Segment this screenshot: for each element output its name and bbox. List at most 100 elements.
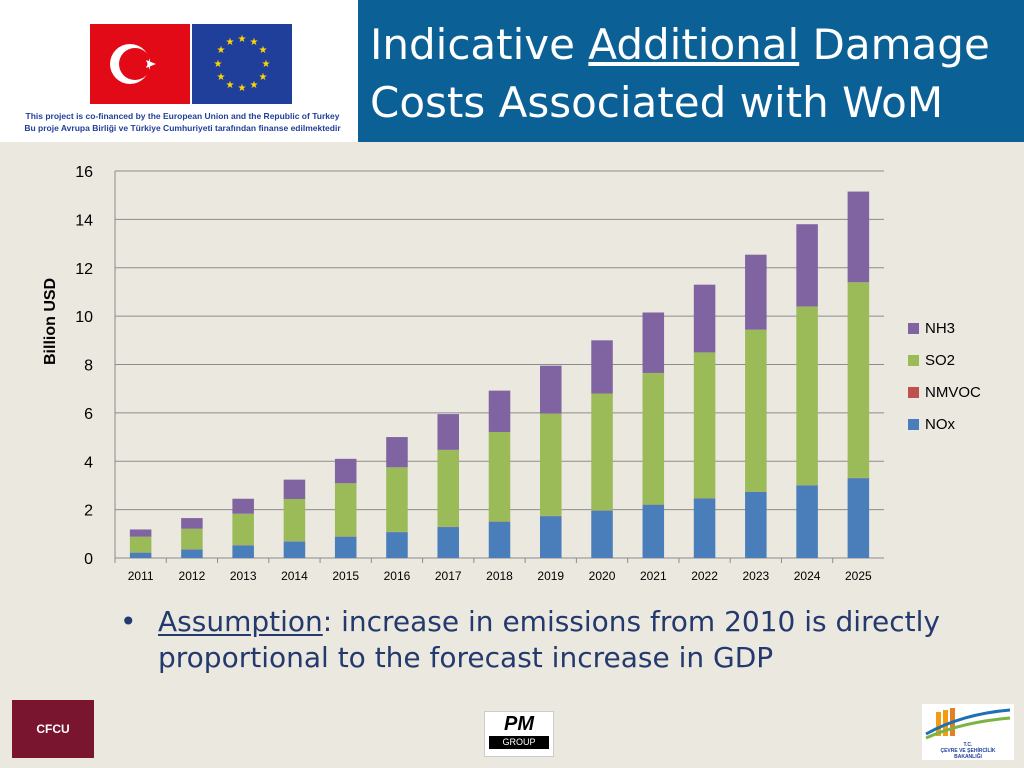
bar-so2-2020 [591,393,613,511]
bar-so2-2016 [386,467,408,532]
pm-logo-sub: GROUP [489,736,549,749]
slide-title: Indicative Additional Damage Costs Assoc… [370,16,1010,132]
svg-text:★: ★ [250,80,259,91]
bar-nh3-2019 [540,365,562,414]
y-tick-label: 6 [84,406,93,423]
x-tick-label: 2022 [691,569,718,583]
title-banner [358,0,1024,142]
cofinance-line-en: This project is co-financed by the Europ… [25,111,340,121]
cofinance-note: This project is co-financed by the Europ… [10,110,355,134]
bar-nox-2024 [796,485,818,558]
bar-nh3-2022 [693,284,716,353]
bar-so2-2012 [181,528,203,550]
x-tick-label: 2018 [486,569,513,583]
bar-nox-2025 [847,478,870,558]
svg-text:★: ★ [262,59,271,70]
bar-nox-2015 [334,536,357,558]
bar-nh3-2014 [283,479,306,499]
bar-nox-2017 [437,527,459,558]
bar-nh3-2011 [129,529,152,537]
x-tick-label: 2013 [230,569,257,583]
legend-label: NOx [925,415,955,433]
bar-nox-2011 [129,552,152,558]
pm-logo-main: PM [504,713,534,735]
x-tick-label: 2021 [640,569,667,583]
x-tick-label: 2023 [742,569,769,583]
bar-so2-2023 [745,329,767,492]
ministry-line-2: ÇEVRE VE ŞEHİRCİLİK [940,748,996,754]
bar-nox-2018 [488,521,511,558]
ministry-line-1: T.C. [963,742,973,748]
legend-swatch [908,354,919,366]
bar-nh3-2013 [232,498,254,514]
x-tick-label: 2014 [281,569,308,583]
bar-so2-2015 [334,483,357,537]
turkey-flag-icon [90,24,190,104]
bar-so2-2022 [693,352,716,499]
bar-nox-2020 [591,510,613,558]
bar-so2-2024 [796,306,818,486]
legend-label: NMVOC [925,383,981,401]
bar-nox-2013 [232,545,254,558]
x-tick-label: 2019 [537,569,564,583]
bar-so2-2021 [642,372,665,505]
pm-group-logo: PM GROUP [484,711,554,757]
bar-so2-2017 [437,449,459,527]
y-tick-label: 10 [75,309,93,326]
bar-nox-2016 [386,532,408,558]
ministry-emblem-icon [925,708,1011,740]
svg-text:★: ★ [226,37,235,48]
chart-legend: NH3 SO2 NMVOC NOx [908,312,981,440]
x-tick-label: 2020 [589,569,616,583]
bullet-text: Assumption: increase in emissions from 2… [158,604,990,676]
bar-nh3-2020 [591,340,613,394]
x-tick-label: 2024 [794,569,821,583]
header-logo-panel: ★ ★ ★ ★ ★ ★ ★ ★ ★ ★ ★ ★ This project is co-finan… [0,0,358,142]
eu-flag-icon: ★ ★ ★ ★ ★ ★ ★ ★ ★ ★ ★ ★ [192,24,292,104]
y-tick-label: 2 [84,503,93,520]
bar-nh3-2021 [642,312,665,373]
bullet-dot-icon: • [120,605,137,638]
svg-text:★: ★ [259,45,268,56]
svg-text:★: ★ [250,37,259,48]
y-tick-label: 16 [75,164,93,181]
bar-nh3-2012 [181,518,203,529]
legend-swatch [908,418,919,430]
y-tick-label: 0 [84,551,93,568]
cfcu-logo: CFCU [12,700,94,758]
bar-so2-2011 [129,536,152,553]
legend-label: NH3 [925,319,956,337]
ministry-logo: T.C. ÇEVRE VE ŞEHİRCİLİK BAKANLIĞI [922,704,1014,760]
bullet-body: : increase in emissions from 2010 is dir… [158,605,940,674]
x-tick-label: 2011 [128,569,154,583]
legend-item-nh3: NH3 [908,312,981,344]
legend-item-so2: SO2 [908,344,981,376]
y-tick-label: 12 [75,261,93,278]
bar-nh3-2024 [796,224,818,307]
bar-nox-2021 [642,504,665,558]
bullet-term: Assumption [158,605,323,638]
bar-so2-2013 [232,513,254,546]
x-tick-label: 2015 [332,569,359,583]
bar-so2-2014 [283,498,306,542]
cfcu-logo-text: CFCU [36,722,70,736]
legend-item-nox: NOx [908,408,981,440]
bar-nh3-2025 [847,191,870,283]
ministry-text: T.C. ÇEVRE VE ŞEHİRCİLİK BAKANLIĞI [922,742,1014,760]
x-tick-label: 2016 [384,569,411,583]
bar-nox-2023 [745,491,767,558]
y-tick-label: 14 [75,212,93,229]
bar-so2-2018 [488,431,511,522]
x-tick-label: 2025 [845,569,872,583]
y-axis-label: Billion USD [42,277,59,365]
bar-nox-2014 [283,541,306,558]
bar-so2-2025 [847,282,870,478]
legend-swatch [908,322,919,334]
title-underlined: Additional [588,20,800,69]
y-tick-label: 8 [84,358,93,375]
bar-nh3-2018 [488,390,511,432]
cofinance-line-tr: Bu proje Avrupa Birliği ve Türkiye Cumhu… [24,123,341,133]
bar-nox-2022 [693,498,716,558]
stacked-bar-chart: 0 2 4 6 8 10 12 14 16 2011 2012 2013 2014 2015 2016 201… [75,164,884,583]
assumption-bullet: • Assumption: increase in emissions from… [110,604,990,676]
